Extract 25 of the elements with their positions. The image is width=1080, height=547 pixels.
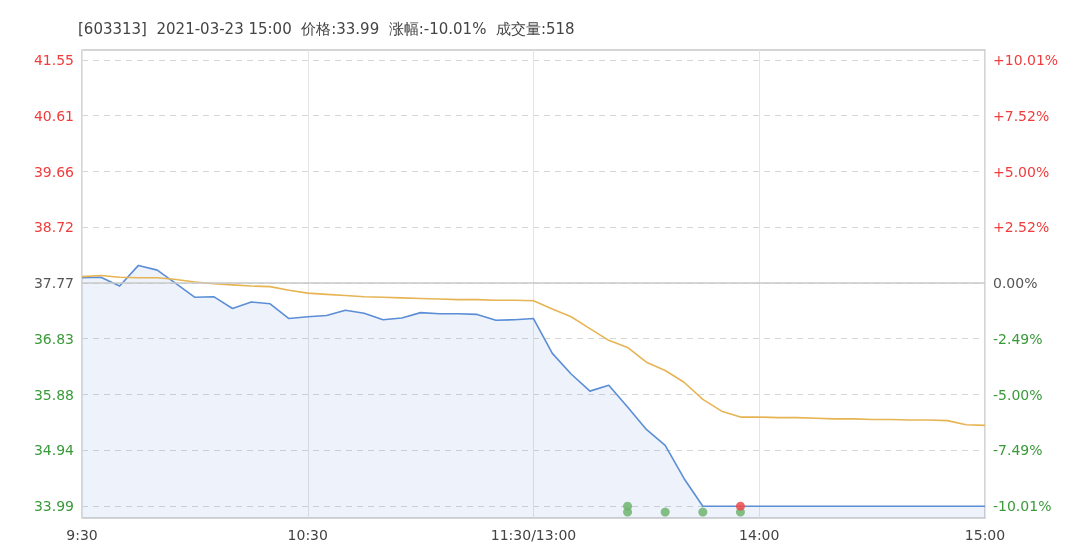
y-tick-label: 41.55 bbox=[33, 52, 74, 69]
y2-tick-label: -10.01% bbox=[993, 498, 1052, 515]
line-series bbox=[81, 274, 986, 427]
y-tick-label: 33.99 bbox=[33, 498, 74, 515]
y2-tick-label: 0.00% bbox=[993, 275, 1038, 292]
y-tick-label: 40.61 bbox=[33, 107, 74, 124]
y2-tick-label: +5.00% bbox=[993, 163, 1050, 180]
y-tick-label: 37.77 bbox=[33, 275, 74, 292]
x-tick-label: 11:30/13:00 bbox=[490, 527, 577, 543]
y-tick-label: 36.83 bbox=[33, 330, 74, 347]
y2-tick-label: +2.52% bbox=[993, 218, 1050, 235]
y-tick-label: 35.88 bbox=[33, 386, 74, 403]
x-tick-label: 15:00 bbox=[964, 527, 1006, 543]
y2-tick-label: -7.49% bbox=[993, 442, 1043, 459]
x-tick-label: 10:30 bbox=[287, 527, 328, 543]
y2-tick-label: -2.49% bbox=[993, 330, 1043, 347]
y2-tick-label: -5.00% bbox=[993, 386, 1043, 403]
y-tick-label: 38.72 bbox=[33, 219, 74, 236]
y-tick-label: 39.66 bbox=[33, 163, 75, 180]
y-tick-label: 34.94 bbox=[33, 442, 75, 459]
x-tick-label: 9:30 bbox=[66, 527, 98, 543]
chart-title: [603313] 2021-03-23 15:00 价格:33.99 涨幅:-10.01% 成交量:518 bbox=[78, 19, 575, 38]
y2-tick-label: +7.52% bbox=[993, 107, 1050, 124]
y2-tick-label: +10.01% bbox=[993, 52, 1059, 69]
x-tick-label: 14:00 bbox=[739, 527, 780, 543]
